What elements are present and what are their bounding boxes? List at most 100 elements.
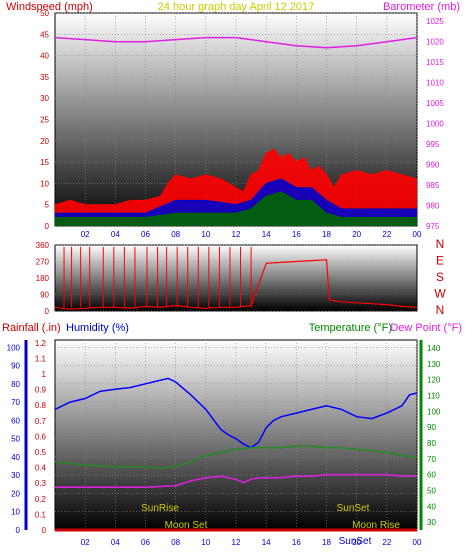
dir-y-tick: 360 [36, 241, 50, 250]
temp-y-tick: 70 [427, 455, 436, 464]
rain-y-tick: 1.1 [35, 354, 47, 363]
wind-x-tick: 14 [262, 230, 271, 239]
rain-y-tick: 0.3 [35, 479, 47, 488]
baro-y-tick: 995 [426, 140, 440, 149]
temp-y-tick: 80 [427, 439, 436, 448]
hum-y-tick: 20 [11, 489, 20, 498]
hum-x-tick: 10 [201, 538, 210, 547]
hum-y-tick: 40 [11, 453, 20, 462]
wind-series-line [55, 178, 417, 214]
wind-y-tick: 20 [40, 137, 49, 146]
baro-y-tick: 980 [426, 202, 440, 211]
wind-series-area [55, 191, 417, 226]
compass-label: E [436, 254, 444, 268]
baro-y-tick: 1000 [426, 120, 444, 129]
wind-y-tick: 10 [40, 179, 49, 188]
dir-y-tick: 90 [40, 291, 49, 300]
humidity-panel-series [54, 377, 418, 489]
wind-y-tick: 50 [40, 9, 49, 18]
rain-y-tick: 0.9 [35, 386, 47, 395]
sunset-label: SunSet [337, 503, 370, 514]
wind-x-tick: 22 [382, 230, 391, 239]
hum-y-tick: 10 [11, 508, 20, 517]
wind-y-tick: 30 [40, 94, 49, 103]
wind-y-tick: 5 [45, 201, 50, 210]
rain-y-tick: 0.2 [35, 495, 47, 504]
wind-panel-series [54, 36, 418, 226]
rain-y-tick: 0 [42, 526, 47, 535]
hum-x-tick: 20 [352, 538, 361, 547]
hum-y-tick: 30 [11, 471, 20, 480]
sunset-bottom-label: SunSet [339, 536, 372, 547]
hum-y-tick: 60 [11, 416, 20, 425]
temp-y-tick: 130 [427, 360, 441, 369]
sunrise-label: SunRise [141, 503, 179, 514]
wind-y-tick: 0 [45, 222, 50, 231]
direction-line [54, 259, 418, 310]
moonset-label: Moon Set [165, 520, 208, 531]
wind-x-tick: 08 [171, 230, 180, 239]
compass-label: N [436, 303, 445, 317]
temp-y-tick: 30 [427, 518, 436, 527]
rain-y-tick: 0.8 [35, 401, 47, 410]
dir-y-tick: 0 [45, 307, 50, 316]
wind-x-tick: 00 [413, 230, 422, 239]
rain-y-tick: 0.4 [35, 464, 47, 473]
wind-series-line [54, 36, 418, 49]
baro-y-tick: 1015 [426, 58, 444, 67]
baro-y-tick: 1025 [426, 17, 444, 26]
axis-tick-labels: 0510152025303540455097598098599099510001… [7, 9, 447, 547]
dir-y-tick: 270 [36, 258, 50, 267]
wind-x-tick: 10 [201, 230, 210, 239]
direction-panel [54, 244, 418, 312]
wind-x-tick: 20 [352, 230, 361, 239]
hum-y-tick: 80 [11, 380, 20, 389]
wind-x-tick: 12 [232, 230, 241, 239]
temp-y-tick: 40 [427, 502, 436, 511]
rain-y-tick: 1.2 [35, 339, 47, 348]
humidity-panel-line [55, 473, 417, 489]
wind-x-tick: 16 [292, 230, 301, 239]
temp-y-tick: 60 [427, 471, 436, 480]
hum-x-tick: 14 [262, 538, 271, 547]
humidity-panel-plot [54, 339, 418, 531]
baro-y-tick: 985 [426, 181, 440, 190]
hum-x-tick: 00 [413, 538, 422, 547]
dewpoint-title: Dew Point (°F) [390, 322, 462, 334]
temp-y-tick: 50 [427, 486, 436, 495]
temp-y-tick: 120 [427, 376, 441, 385]
humidity-panel-line [54, 377, 418, 449]
direction-panel-grid [55, 244, 417, 312]
baro-y-tick: 1020 [426, 38, 444, 47]
hum-y-tick: 50 [11, 435, 20, 444]
wind-y-tick: 35 [40, 73, 49, 82]
barometer-title: Barometer (mb) [383, 1, 460, 13]
wind-y-tick: 25 [40, 116, 49, 125]
wind-x-tick: 18 [322, 230, 331, 239]
rainfall-title: Rainfall (.in) [2, 322, 61, 334]
compass-label: S [436, 270, 444, 284]
rain-y-tick: 0.6 [35, 432, 47, 441]
wind-x-tick: 02 [81, 230, 90, 239]
baro-y-tick: 1010 [426, 79, 444, 88]
wind-y-tick: 45 [40, 30, 49, 39]
baro-y-tick: 1005 [426, 99, 444, 108]
baro-y-tick: 975 [426, 222, 440, 231]
temp-y-tick: 100 [427, 407, 441, 416]
hum-y-tick: 90 [11, 362, 20, 371]
temp-y-tick: 110 [427, 391, 440, 400]
windspeed-title: Windspeed (mph) [6, 1, 93, 13]
hum-y-tick: 70 [11, 398, 20, 407]
temp-y-tick: 140 [427, 344, 441, 353]
hum-x-tick: 04 [111, 538, 120, 547]
humidity-panel-line [54, 445, 418, 470]
hum-y-tick: 0 [16, 526, 21, 535]
dir-y-tick: 180 [36, 274, 50, 283]
graph-day-title: 24 hour graph day April 12 2017 [158, 1, 315, 13]
baro-y-tick: 990 [426, 161, 440, 170]
wind-series-line [55, 191, 417, 218]
wind-y-tick: 15 [40, 158, 49, 167]
compass-label: N [436, 237, 445, 251]
hum-x-tick: 02 [81, 538, 90, 547]
